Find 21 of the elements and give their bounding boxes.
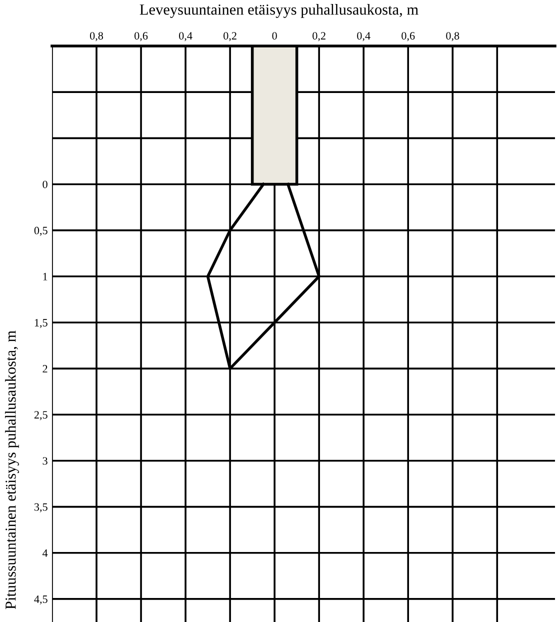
x-tick-label: 0,8 — [446, 32, 460, 42]
x-tick-label: 0,6 — [134, 32, 148, 42]
x-tick-label: 0,2 — [224, 32, 236, 42]
y-tick-label: 0 — [42, 180, 48, 188]
y-tick-label: 4,5 — [34, 596, 48, 605]
y-tick-label: 1,5 — [34, 319, 48, 328]
y-tick-label: 3 — [42, 457, 48, 465]
x-axis-title: Leveysuuntainen etäisyys puhallusaukosta, m — [140, 4, 418, 18]
x-tick-label: 0,2 — [312, 32, 326, 42]
y-tick-label: 2 — [42, 365, 48, 372]
y-tick-label: 3,5 — [34, 503, 48, 512]
y-tick-label: 4 — [42, 549, 48, 557]
x-tick-label: 0,6 — [402, 32, 415, 42]
x-tick-label: 0,4 — [357, 32, 370, 42]
y-tick-label: 0,5 — [34, 226, 48, 236]
y-tick-label: 2,5 — [34, 411, 48, 420]
x-tick-label: 0,4 — [179, 32, 192, 42]
x-tick-label: 0 — [272, 32, 277, 40]
y-axis-title: Pituussuuntainen etäisyys puhallusaukosta, m — [5, 330, 19, 610]
x-tick-label: 0,8 — [90, 32, 104, 42]
y-tick-label: 1 — [43, 272, 48, 280]
